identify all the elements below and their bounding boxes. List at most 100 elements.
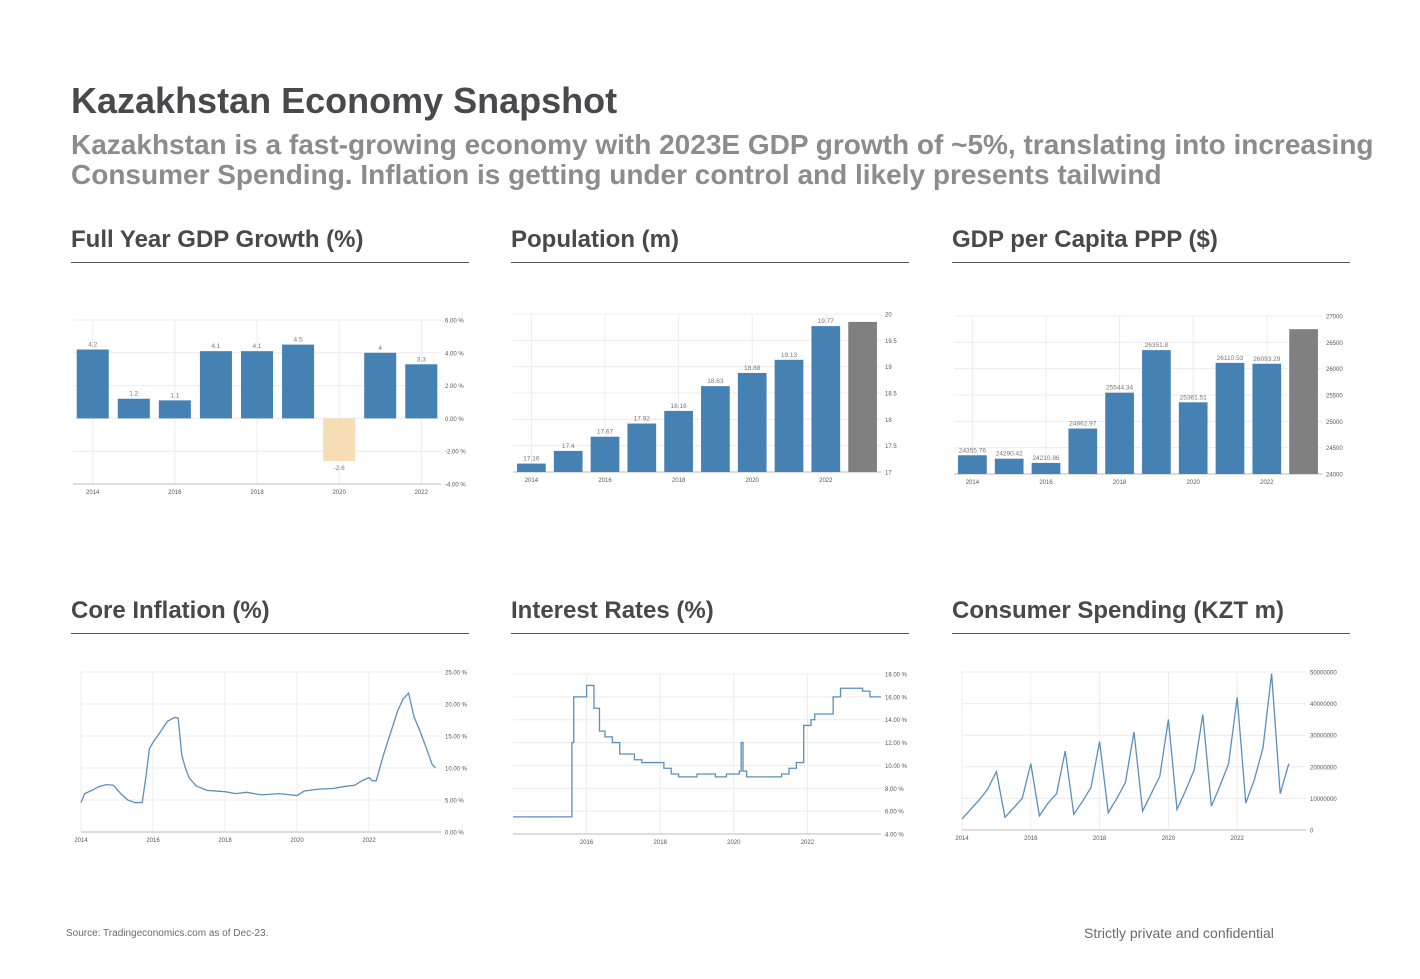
chart-bar	[1252, 363, 1282, 474]
y-tick-label: 40000000	[1310, 702, 1337, 708]
y-tick-label: 10.00 %	[445, 767, 468, 773]
panel-consumer-spending: Consumer Spending (KZT m)	[952, 597, 1350, 897]
x-tick-label: 2018	[1113, 480, 1127, 486]
data-label: 26351.8	[1145, 342, 1169, 349]
panel-population: Population (m)	[511, 226, 909, 526]
y-tick-label: 14.00 %	[885, 718, 908, 724]
data-label: 25544.34	[1106, 385, 1133, 392]
y-tick-label: 0	[1310, 829, 1314, 835]
source-note: Source: Tradingeconomics.com as of Dec-2…	[66, 928, 269, 939]
x-tick-label: 2022	[362, 838, 376, 844]
y-tick-label: 25500	[1326, 394, 1343, 400]
x-tick-label: 2014	[86, 490, 100, 496]
data-label: 17.4	[562, 443, 575, 450]
chart-bar	[323, 418, 356, 462]
gdp-growth-chart: 6.00 % 4.00 % 2.00 % 0.00 % -2.00 % -4.00 % 20…	[73, 319, 466, 496]
data-label: 4.5	[294, 337, 303, 344]
x-tick-label: 2022	[1231, 836, 1245, 842]
y-tick-label: 25.00 %	[445, 671, 468, 677]
x-tick-label: 2020	[290, 838, 304, 844]
y-tick-label: 10.00 %	[885, 764, 908, 770]
data-label: 24862.97	[1069, 421, 1096, 428]
x-tick-label: 2018	[672, 478, 686, 484]
panel-gdp-growth: Full Year GDP Growth (%)	[71, 226, 469, 526]
panel-divider	[952, 262, 1350, 263]
chart-bar	[364, 352, 397, 419]
y-tick-label: -4.00 %	[445, 483, 466, 489]
x-tick-label: 2020	[332, 490, 346, 496]
interest-rates-chart: 18.00 % 16.00 % 14.00 % 12.00 % 10.00 % 8.00 …	[513, 673, 908, 846]
panel-title-interest-rates: Interest Rates (%)	[511, 597, 714, 624]
y-tick-label: 6.00 %	[445, 319, 464, 325]
x-tick-label: 2022	[1260, 480, 1274, 486]
y-tick-label: 19	[885, 365, 892, 371]
x-tick-label: 2014	[525, 478, 539, 484]
series-line	[513, 684, 881, 818]
y-tick-label: 0.00 %	[445, 831, 464, 837]
data-label: 24355.76	[959, 447, 986, 454]
y-tick-label: 18.5	[885, 392, 897, 398]
x-tick-label: 2016	[1039, 480, 1053, 486]
x-tick-label: 2016	[598, 478, 612, 484]
consumer-spending-chart: 50000000 40000000 30000000 20000000 10000000…	[955, 671, 1337, 843]
data-label: 25361.51	[1180, 394, 1207, 401]
x-tick-label: 2016	[1024, 836, 1038, 842]
data-label: 4	[378, 345, 382, 352]
y-tick-label: 2.00 %	[445, 384, 464, 390]
data-label: 1.2	[129, 391, 138, 398]
y-tick-label: 16.00 %	[885, 695, 908, 701]
chart-bar	[240, 351, 274, 419]
data-label: 17.92	[634, 416, 651, 423]
confidentiality-note: Strictly private and confidential	[1084, 925, 1274, 941]
chart-bar	[282, 344, 315, 419]
panel-divider	[511, 262, 909, 263]
panel-gdp-per-capita: GDP per Capita PPP ($)	[952, 226, 1350, 526]
chart-bar	[1289, 329, 1318, 474]
y-tick-label: 0.00 %	[445, 417, 464, 423]
data-label: 1.1	[170, 392, 179, 399]
y-tick-label: 18	[885, 418, 892, 424]
y-tick-label: 10000000	[1310, 797, 1337, 803]
x-tick-label: 2020	[746, 478, 760, 484]
page-subtitle: Kazakhstan is a fast-growing economy wit…	[71, 129, 1374, 190]
chart-bar	[553, 450, 583, 472]
population-chart: 20 19.5 19 18.5 18 17.5 17 2014 2016 2018 2020 2022…	[513, 313, 897, 484]
x-tick-label: 2016	[146, 838, 160, 844]
chart-bar	[405, 364, 438, 419]
x-tick-label: 2022	[415, 490, 429, 496]
x-tick-label: 2014	[955, 836, 969, 842]
y-tick-label: 20000000	[1310, 765, 1337, 771]
y-tick-label: 4.00 %	[885, 833, 904, 839]
y-tick-label: 19.5	[885, 339, 897, 345]
data-label: 18.63	[707, 378, 724, 385]
gdp-per-capita-chart: 27000 26500 26000 25500 25000 24500 24000 2014 2…	[954, 315, 1343, 486]
y-tick-label: 24000	[1326, 473, 1343, 479]
data-label: 18.88	[744, 365, 761, 372]
x-tick-label: 2020	[727, 840, 741, 846]
y-tick-label: 12.00 %	[885, 741, 908, 747]
data-label: 24210.86	[1032, 455, 1059, 462]
chart-bar	[1031, 462, 1061, 474]
x-tick-label: 2014	[966, 480, 980, 486]
x-tick-label: 2018	[1093, 836, 1107, 842]
series-line	[961, 673, 1290, 820]
x-tick-label: 2014	[74, 838, 88, 844]
chart-bar	[627, 423, 657, 472]
data-label: 4.1	[211, 343, 220, 350]
y-tick-label: 26500	[1326, 341, 1343, 347]
chart-bar	[811, 326, 841, 472]
y-tick-label: 17.5	[885, 444, 897, 450]
panel-title-gdp-growth: Full Year GDP Growth (%)	[71, 226, 364, 253]
y-tick-label: 50000000	[1310, 671, 1337, 677]
chart-bar	[1178, 402, 1208, 474]
chart-bar	[994, 458, 1024, 474]
data-label: 26110.53	[1217, 355, 1244, 362]
y-tick-label: 6.00 %	[885, 810, 904, 816]
y-tick-label: 18.00 %	[885, 673, 908, 679]
panel-title-core-inflation: Core Inflation (%)	[71, 597, 270, 624]
y-tick-label: 27000	[1326, 315, 1343, 321]
data-label: 19.77	[818, 318, 835, 325]
y-tick-label: 30000000	[1310, 734, 1337, 740]
data-label: -2.6	[334, 465, 346, 472]
panel-title-gdp-per-capita: GDP per Capita PPP ($)	[952, 226, 1218, 253]
